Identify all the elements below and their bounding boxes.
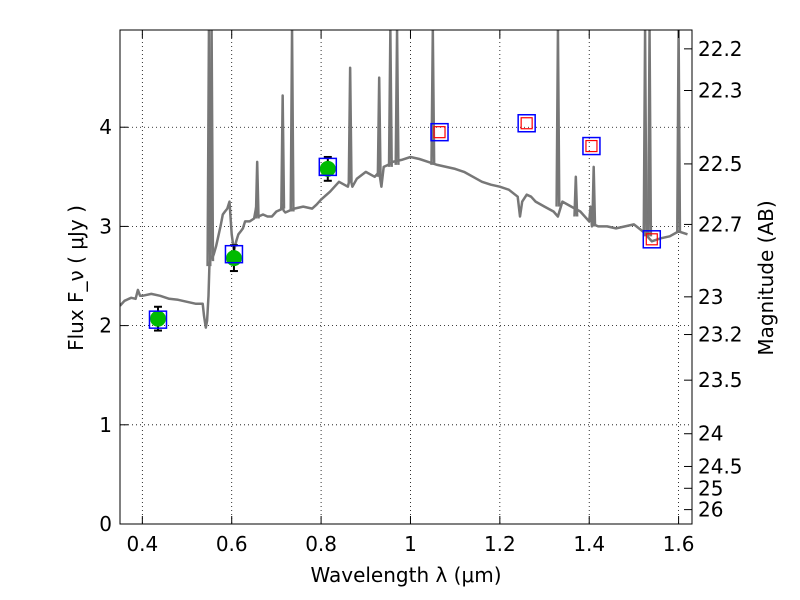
right-tick-label: 26: [698, 498, 723, 522]
right-tick-label: 22.3: [698, 79, 743, 103]
observed-point: [319, 160, 336, 177]
emission-line: [646, 30, 653, 237]
plot-frame: [119, 29, 693, 525]
x-tick-label: 1.2: [484, 532, 516, 556]
upper-limit-point: [433, 126, 446, 139]
emission-line: [289, 30, 295, 212]
x-tick-label: 0.8: [305, 532, 337, 556]
model-photometry-point: [517, 113, 536, 133]
right-tick-label: 22.7: [698, 212, 743, 236]
x-tick-label: 0.6: [216, 532, 248, 556]
y-tick-label: 1: [99, 413, 112, 437]
upper-limit-point: [520, 117, 533, 130]
emission-line: [209, 30, 215, 262]
emission-line: [254, 160, 260, 219]
emission-line: [347, 66, 353, 182]
right-tick-label: 23.5: [698, 368, 743, 392]
right-tick-label: 23: [698, 285, 723, 309]
model-photometry-point: [582, 136, 601, 156]
right-axis-title: Magnitude (AB): [754, 200, 778, 355]
emission-line: [394, 30, 400, 165]
right-tick-label: 24: [698, 422, 723, 446]
observed-point: [225, 250, 242, 267]
observed-point: [149, 310, 166, 327]
x-tick-label: 1.6: [663, 532, 695, 556]
emission-line: [387, 30, 393, 167]
axes-layer: 0.4 0.6 0.8 1 1.2 1.4 1.60123422.222.322.522.7…: [99, 29, 743, 556]
model-photometry-point: [148, 310, 168, 329]
x-tick-label: 1: [404, 532, 417, 556]
x-axis-title: Wavelength λ (μm): [310, 563, 501, 587]
y-tick-label: 2: [99, 314, 112, 338]
emission-line: [280, 94, 286, 209]
plot-area: [120, 30, 692, 524]
right-tick-label: 23.2: [698, 323, 743, 347]
y-tick-label: 0: [99, 512, 112, 536]
y-tick-label: 3: [99, 214, 112, 238]
y-tick-label: 4: [99, 115, 112, 139]
emission-line: [591, 165, 597, 227]
y-axis-title: Flux F_ν ( μJy ): [64, 205, 88, 351]
emission-line: [376, 76, 382, 177]
model-photometry-point: [224, 244, 244, 264]
emission-line: [642, 30, 648, 237]
right-tick-label: 22.2: [698, 37, 743, 61]
upper-limit-point: [585, 139, 598, 153]
x-tick-label: 0.4: [126, 532, 158, 556]
right-tick-label: 22.5: [698, 152, 743, 176]
x-tick-label: 1.4: [573, 532, 605, 556]
emission-line: [555, 30, 561, 207]
model-photometry-point: [318, 157, 338, 177]
model-spectrum-line: [120, 155, 688, 329]
emission-line: [430, 30, 436, 165]
model-photometry-point: [642, 230, 662, 249]
right-tick-label: 25: [698, 476, 723, 500]
upper-limit-point: [645, 233, 658, 246]
emission-line: [676, 30, 682, 232]
emission-line: [573, 175, 579, 217]
right-tick-label: 24.5: [698, 454, 743, 478]
model-photometry-point: [430, 122, 449, 142]
